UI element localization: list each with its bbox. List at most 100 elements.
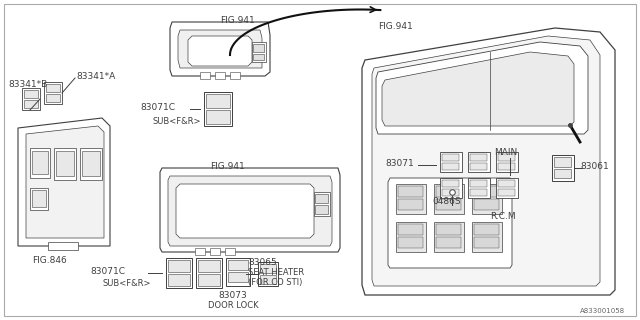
Text: 83061: 83061	[580, 162, 609, 171]
Bar	[498, 180, 515, 187]
Polygon shape	[178, 30, 262, 68]
Bar	[442, 180, 459, 187]
Text: DOOR LOCK: DOOR LOCK	[208, 301, 259, 310]
Bar	[228, 260, 248, 270]
Bar	[260, 275, 276, 284]
Bar	[470, 154, 487, 161]
Bar	[252, 42, 266, 62]
Bar	[46, 94, 60, 102]
Bar	[258, 262, 278, 286]
Bar	[398, 224, 423, 235]
Bar	[498, 154, 515, 161]
Bar	[204, 92, 232, 126]
Polygon shape	[168, 176, 332, 246]
Polygon shape	[188, 36, 252, 66]
Bar	[253, 54, 264, 60]
Text: 83341*A: 83341*A	[76, 72, 115, 81]
Text: 83071C: 83071C	[90, 267, 125, 276]
Bar	[46, 84, 60, 92]
Bar	[442, 154, 459, 161]
Polygon shape	[372, 36, 600, 286]
Text: 83065: 83065	[248, 258, 276, 267]
Polygon shape	[170, 22, 270, 76]
Bar	[260, 264, 276, 273]
Bar	[496, 152, 518, 172]
Bar	[470, 189, 487, 196]
Bar	[32, 190, 46, 207]
Bar	[552, 155, 574, 181]
Bar	[474, 186, 499, 197]
Text: MAIN: MAIN	[494, 148, 517, 157]
Bar	[472, 222, 502, 252]
Bar	[44, 82, 62, 104]
Bar	[54, 148, 76, 180]
Bar	[442, 189, 459, 196]
Bar	[554, 169, 571, 178]
Text: FIG.941: FIG.941	[210, 162, 244, 171]
Bar	[24, 100, 38, 108]
Bar	[434, 184, 464, 214]
Bar	[56, 151, 74, 176]
Bar	[496, 178, 518, 198]
Bar	[474, 199, 499, 210]
Bar	[30, 188, 48, 210]
Text: A833001058: A833001058	[580, 308, 625, 314]
Bar	[470, 180, 487, 187]
Bar	[210, 248, 220, 255]
Bar	[200, 72, 210, 79]
Bar	[436, 224, 461, 235]
Bar	[206, 94, 230, 108]
Bar	[442, 163, 459, 170]
Bar	[436, 237, 461, 248]
Bar	[396, 184, 426, 214]
Bar	[206, 110, 230, 124]
Bar	[396, 222, 426, 252]
Bar	[398, 237, 423, 248]
Polygon shape	[160, 168, 340, 252]
Bar	[498, 189, 515, 196]
Bar	[436, 199, 461, 210]
Text: FIG.846: FIG.846	[32, 256, 67, 265]
Bar	[228, 272, 248, 282]
Bar	[82, 151, 100, 176]
Bar	[440, 152, 462, 172]
Polygon shape	[18, 118, 110, 246]
Bar	[24, 90, 38, 98]
Bar	[440, 178, 462, 198]
Bar	[230, 72, 240, 79]
Bar	[195, 248, 205, 255]
Bar	[498, 163, 515, 170]
Text: FIG.941: FIG.941	[378, 22, 413, 31]
Text: SEAT HEATER: SEAT HEATER	[248, 268, 304, 277]
Polygon shape	[376, 42, 588, 134]
Text: 83073: 83073	[218, 291, 247, 300]
Bar	[398, 186, 423, 197]
Bar	[30, 148, 50, 178]
Bar	[554, 157, 571, 167]
Bar	[226, 258, 250, 286]
Bar	[196, 258, 222, 288]
Bar	[314, 192, 330, 216]
Bar	[168, 274, 190, 286]
Text: R.C.M: R.C.M	[490, 212, 516, 221]
Bar	[468, 178, 490, 198]
Bar	[198, 260, 220, 272]
Text: 83341*B: 83341*B	[8, 80, 47, 89]
Polygon shape	[382, 52, 574, 126]
Bar	[253, 44, 264, 52]
Text: SUB<F&R>: SUB<F&R>	[102, 279, 150, 288]
Text: 0486S: 0486S	[432, 197, 461, 206]
Polygon shape	[26, 126, 104, 238]
Bar	[436, 186, 461, 197]
Bar	[470, 163, 487, 170]
Bar	[398, 199, 423, 210]
Bar	[315, 194, 328, 203]
Bar	[168, 260, 190, 272]
Bar	[32, 151, 48, 174]
Bar	[48, 242, 78, 250]
Text: (FOR CO STI): (FOR CO STI)	[248, 278, 302, 287]
Bar	[22, 88, 40, 110]
Bar	[198, 274, 220, 286]
Text: 83071: 83071	[385, 159, 413, 168]
Polygon shape	[362, 28, 615, 295]
